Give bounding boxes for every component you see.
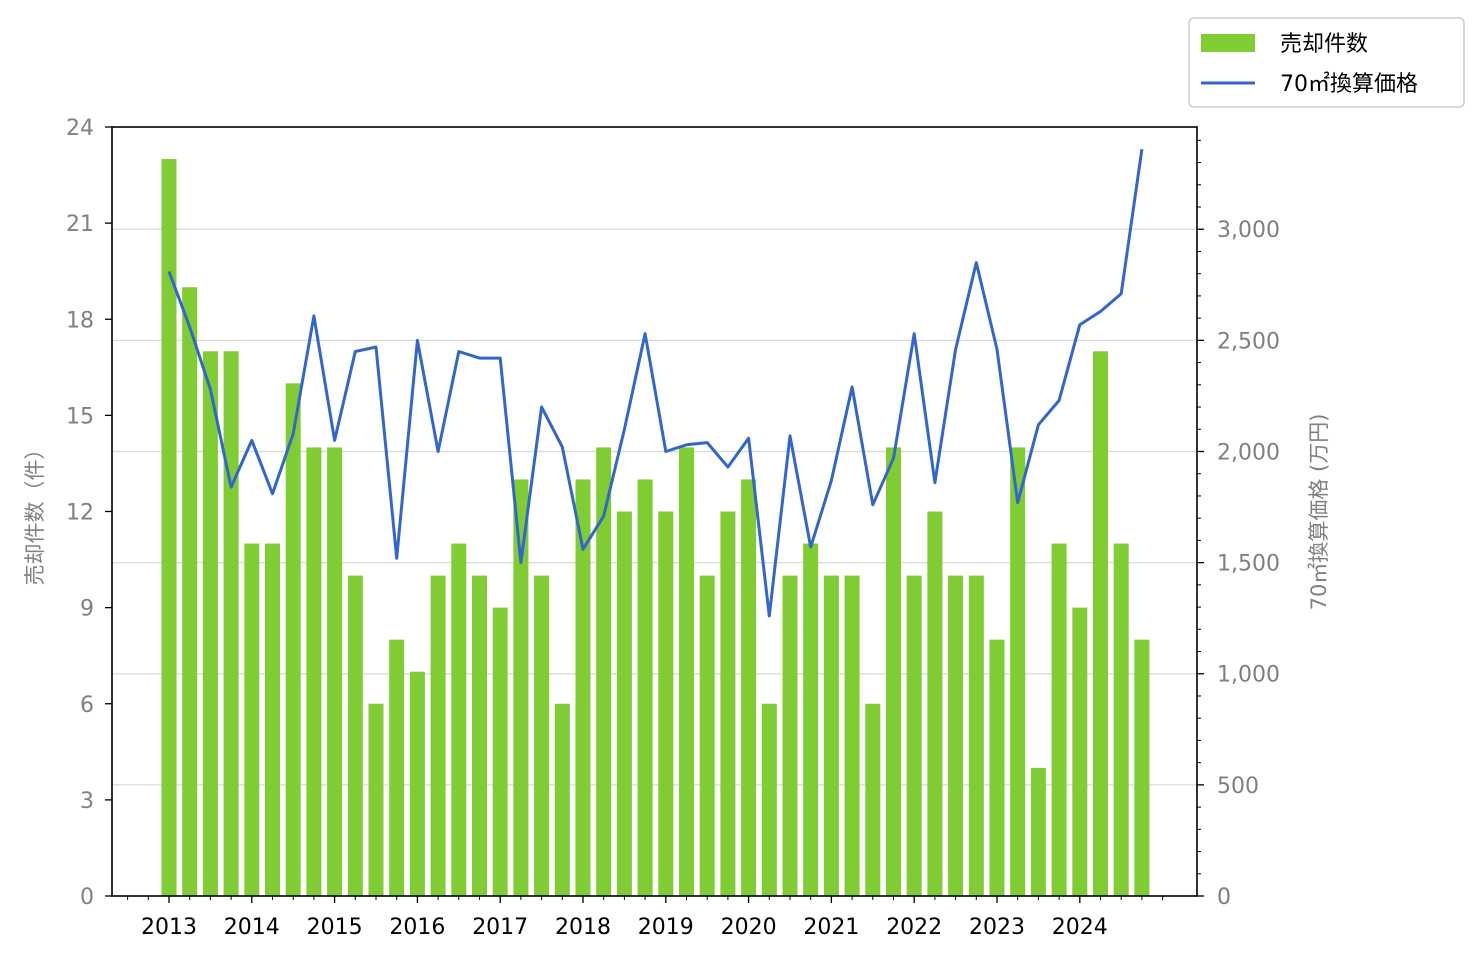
bar (327, 447, 343, 896)
legend-box (1188, 17, 1465, 108)
left-axis-tick-label: 24 (66, 116, 94, 141)
x-axis-tick-label: 2019 (638, 915, 694, 940)
bar (906, 575, 922, 896)
bar (803, 543, 819, 896)
right-axis: 0 500 1,000 1,500 2,000 2,500 3,000 (1197, 139, 1280, 910)
bar (948, 575, 964, 896)
left-axis-tick-label: 15 (66, 404, 94, 429)
x-axis-tick-label: 2021 (803, 915, 859, 940)
bar (1030, 767, 1046, 896)
bar-series (161, 159, 1150, 897)
bar (451, 543, 467, 896)
bar (844, 575, 860, 896)
bar (161, 159, 177, 896)
x-axis-tick-label: 2018 (555, 915, 611, 940)
bar (347, 575, 363, 896)
left-axis-tick-label: 12 (66, 501, 94, 526)
left-axis-tick-label: 0 (80, 885, 94, 910)
x-axis-tick-label: 2015 (307, 915, 363, 940)
bar (182, 287, 198, 896)
bar (1093, 351, 1108, 897)
x-axis-tick-label: 2020 (721, 915, 777, 940)
bar (223, 351, 239, 897)
right-axis-tick-label: 500 (1217, 774, 1259, 799)
legend-bar-label: 売却件数 (1280, 32, 1368, 57)
price-line-series (167, 148, 1144, 618)
bar (616, 511, 632, 896)
right-axis-tick-label: 2,000 (1217, 440, 1280, 465)
x-axis-tick-label: 2023 (969, 915, 1025, 940)
left-axis-tick-label: 21 (66, 212, 94, 237)
bar (989, 639, 1005, 896)
bar (1134, 639, 1150, 896)
bar (679, 447, 694, 896)
x-axis-tick-label: 2024 (1052, 915, 1108, 940)
legend: 売却件数 70㎡換算価格 (1188, 17, 1465, 108)
bar (492, 607, 508, 896)
x-axis: 2013 2014 2015 2016 2017 2018 2019 2020 2021 2022… (127, 896, 1164, 940)
bar (554, 703, 570, 896)
bar (927, 511, 943, 896)
x-axis-tick-label: 2013 (141, 915, 197, 940)
right-axis-tick-label: 0 (1217, 885, 1231, 910)
x-axis-tick-label: 2014 (224, 915, 280, 940)
bar (865, 703, 881, 896)
left-axis-tick-label: 3 (80, 789, 94, 814)
bar (472, 575, 487, 896)
right-axis-tick-label: 1,000 (1217, 663, 1280, 688)
x-axis-tick-label: 2022 (886, 915, 942, 940)
bar (720, 511, 736, 896)
x-axis-tick-label: 2017 (472, 915, 528, 940)
legend-line-label: 70㎡換算価格 (1280, 71, 1418, 97)
x-axis-tick-label: 2016 (389, 915, 445, 940)
right-axis-tick-label: 1,500 (1217, 552, 1280, 577)
bar (1072, 607, 1088, 896)
bar (534, 575, 550, 896)
bar (306, 447, 322, 896)
bar (761, 703, 777, 896)
bar (202, 351, 218, 897)
right-axis-tick-label: 2,500 (1217, 329, 1280, 354)
bar (968, 575, 984, 896)
bar (265, 543, 280, 896)
bar (823, 575, 839, 896)
bar (596, 447, 612, 896)
right-axis-title: 70㎡換算価格 (万円) (1307, 414, 1331, 611)
left-axis-title: 売却件数（件） (23, 439, 47, 586)
bar (658, 511, 674, 896)
bar (285, 383, 301, 896)
bar (389, 639, 405, 896)
bar (1051, 543, 1067, 896)
bar (513, 479, 529, 896)
right-axis-tick-label: 3,000 (1217, 218, 1280, 243)
bar (1010, 447, 1026, 896)
bar (244, 543, 260, 896)
left-axis-tick-label: 18 (66, 308, 94, 333)
bar (886, 447, 901, 896)
left-axis: 0 3 6 9 12 15 18 21 24 (66, 116, 112, 910)
bar (741, 479, 757, 896)
bar (782, 575, 798, 896)
left-axis-tick-label: 6 (80, 693, 94, 718)
bar (637, 479, 653, 896)
bar (368, 703, 384, 896)
bar (409, 671, 425, 896)
bar (699, 575, 715, 896)
bar (430, 575, 446, 896)
bar (575, 479, 591, 896)
bar (1113, 543, 1129, 896)
left-axis-tick-label: 9 (80, 597, 94, 622)
legend-bar-swatch (1201, 34, 1255, 52)
